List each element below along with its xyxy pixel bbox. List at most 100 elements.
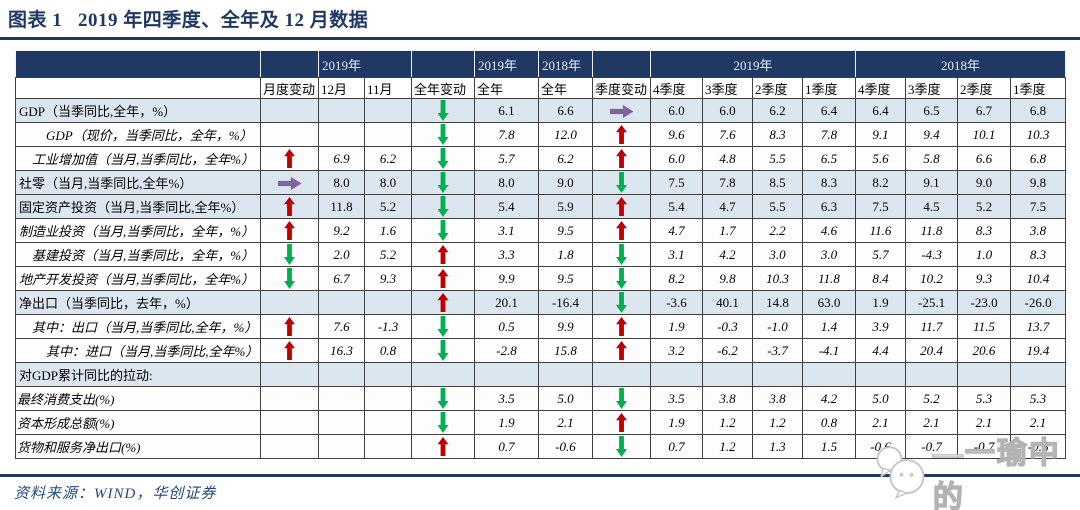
annual-change-cell bbox=[411, 314, 476, 339]
q2019-value: -1.0 bbox=[752, 314, 804, 339]
row-label: 其中：进口（当月,当季同比,全年%） bbox=[15, 338, 261, 363]
dec-value bbox=[318, 386, 365, 411]
group-annual-2019: 2019年 bbox=[474, 50, 540, 78]
q2019-value: 7.6 bbox=[702, 122, 754, 147]
monthly-change-cell bbox=[260, 290, 319, 315]
table-header: 2019年 2019年 2018年 2019年 2018年 月度变动 12月 11月 全年变动全… bbox=[15, 50, 1067, 99]
row-label: GDP（当季同比,全年，%） bbox=[15, 98, 261, 123]
q2019-value: 5.4 bbox=[650, 194, 704, 219]
q2019-value: -0.3 bbox=[702, 314, 754, 339]
nov-value: 1.6 bbox=[363, 218, 413, 243]
down-arrow-icon bbox=[437, 220, 449, 241]
table-row: GDP（现价，当季同比，全年，%） 7.8 12.0 9.6 7.6 8.3 7.8 9.1 9… bbox=[15, 122, 1067, 147]
q2018-value: 8.2 bbox=[855, 170, 907, 195]
q2019-value: 3.0 bbox=[752, 242, 804, 267]
column-header: 月度变动 bbox=[260, 77, 319, 99]
quarterly-change-cell bbox=[592, 98, 652, 123]
down-arrow-icon bbox=[437, 100, 449, 121]
up-arrow-icon bbox=[284, 149, 295, 168]
annual-change-cell bbox=[411, 434, 476, 459]
q2019-value: 3.8 bbox=[702, 386, 754, 411]
annual-change-cell bbox=[411, 338, 476, 363]
table-body: GDP（当季同比,全年，%） 6.1 6.6 6.0 6.0 6.2 6.4 6.4 6.5 6.… bbox=[15, 98, 1067, 459]
q2018-value: 9.3 bbox=[957, 266, 1012, 291]
q2019-value: 3.1 bbox=[650, 242, 704, 267]
group-quarterly-change bbox=[592, 50, 652, 78]
q2018-value: 9.1 bbox=[855, 122, 907, 147]
quarterly-change-cell bbox=[592, 218, 652, 243]
column-header: 季度变动 bbox=[592, 77, 652, 99]
q2019-value: 4.2 bbox=[802, 386, 857, 411]
annual-change-cell bbox=[411, 266, 476, 291]
q2018-value: 7.5 bbox=[855, 194, 907, 219]
monthly-change-cell bbox=[260, 338, 319, 363]
column-header: 全年 bbox=[474, 77, 540, 99]
nov-value bbox=[363, 290, 413, 315]
table-row: 其中：出口（当月,当季同比,全年，%） 7.6 -1.3 0.5 9.9 1.9 -0.3-… bbox=[15, 314, 1067, 339]
q2018-value: 7.5 bbox=[1010, 194, 1067, 219]
q2019-value bbox=[650, 362, 704, 387]
table-row: 社零（当月,当季同比,全年%） 8.0 8.0 8.0 9.0 7.5 7.8 8.5 8.3 8… bbox=[15, 170, 1067, 195]
annual-change-cell bbox=[411, 410, 476, 435]
q2019-value bbox=[702, 362, 754, 387]
row-label: 工业增加值（当月,当季同比，全年%） bbox=[15, 146, 261, 171]
down-arrow-icon bbox=[437, 124, 449, 145]
figure-title: 图表 1 2019 年四季度、全年及 12 月数据 bbox=[8, 10, 369, 31]
fy2019-value: 20.1 bbox=[474, 290, 540, 315]
q2019-value: 8.5 bbox=[752, 170, 804, 195]
table-row: 其中：进口（当月,当季同比,全年%） 16.3 0.8 -2.8 15.8 3.2 -6.2… bbox=[15, 338, 1067, 363]
source-note: 资料来源：WIND，华创证券 bbox=[14, 486, 217, 502]
table-row: 对GDP累计同比的拉动: bbox=[15, 362, 1067, 387]
q2019-value: 3.5 bbox=[650, 386, 704, 411]
group-annual-2018: 2018年 bbox=[538, 50, 594, 78]
group-quarters-2019: 2019年 bbox=[650, 50, 857, 78]
nov-value: 9.3 bbox=[363, 266, 413, 291]
header-group-row: 2019年 2019年 2018年 2019年 2018年 bbox=[15, 50, 1067, 78]
q2018-value: 2.1 bbox=[1010, 410, 1067, 435]
q2018-value: 4.4 bbox=[855, 338, 907, 363]
q2018-value: 5.2 bbox=[905, 386, 959, 411]
down-arrow-icon bbox=[437, 172, 449, 193]
q2018-value: -0.7 bbox=[957, 434, 1012, 459]
monthly-change-cell bbox=[260, 122, 319, 147]
column-header: 2季度 bbox=[752, 77, 804, 99]
up-arrow-icon bbox=[616, 125, 628, 144]
fy2019-value: 3.5 bbox=[474, 386, 540, 411]
q2019-value: 1.2 bbox=[702, 434, 754, 459]
monthly-change-cell bbox=[260, 146, 319, 171]
q2019-value bbox=[802, 362, 857, 387]
fy2018-value: 6.2 bbox=[538, 146, 594, 171]
group-monthly-change bbox=[260, 50, 319, 78]
quarterly-change-cell bbox=[592, 170, 652, 195]
nov-value bbox=[363, 122, 413, 147]
fy2019-value: 6.1 bbox=[474, 98, 540, 123]
q2019-value: 14.8 bbox=[752, 290, 804, 315]
annual-change-cell bbox=[411, 146, 476, 171]
q2019-value: 3.8 bbox=[752, 386, 804, 411]
dec-value bbox=[318, 434, 365, 459]
fy2018-value: 5.0 bbox=[538, 386, 594, 411]
q2018-value: 8.3 bbox=[957, 218, 1012, 243]
fy2019-value: -2.8 bbox=[474, 338, 540, 363]
up-arrow-icon bbox=[616, 149, 628, 168]
dec-value: 8.0 bbox=[318, 170, 365, 195]
dec-value: 9.2 bbox=[318, 218, 365, 243]
row-label: 地产开发投资（当月,当季同比，全年%） bbox=[15, 266, 261, 291]
q2018-value: -23.0 bbox=[957, 290, 1012, 315]
fy2019-value: 3.1 bbox=[474, 218, 540, 243]
quarterly-change-cell bbox=[592, 146, 652, 171]
row-label: 净出口（当季同比，去年，%） bbox=[15, 290, 261, 315]
row-label: GDP（现价，当季同比，全年，%） bbox=[15, 122, 261, 147]
dec-value bbox=[318, 290, 365, 315]
q2018-value: -25.1 bbox=[905, 290, 959, 315]
down-arrow-icon bbox=[616, 436, 628, 457]
row-label: 对GDP累计同比的拉动: bbox=[15, 362, 261, 387]
annual-change-cell bbox=[411, 194, 476, 219]
down-arrow-icon bbox=[437, 340, 449, 361]
q2018-value: 9.4 bbox=[905, 122, 959, 147]
down-arrow-icon bbox=[437, 388, 449, 409]
q2019-value: 4.8 bbox=[702, 146, 754, 171]
group-quarters-2018: 2018年 bbox=[855, 50, 1067, 78]
q2018-value: 5.3 bbox=[1010, 386, 1067, 411]
